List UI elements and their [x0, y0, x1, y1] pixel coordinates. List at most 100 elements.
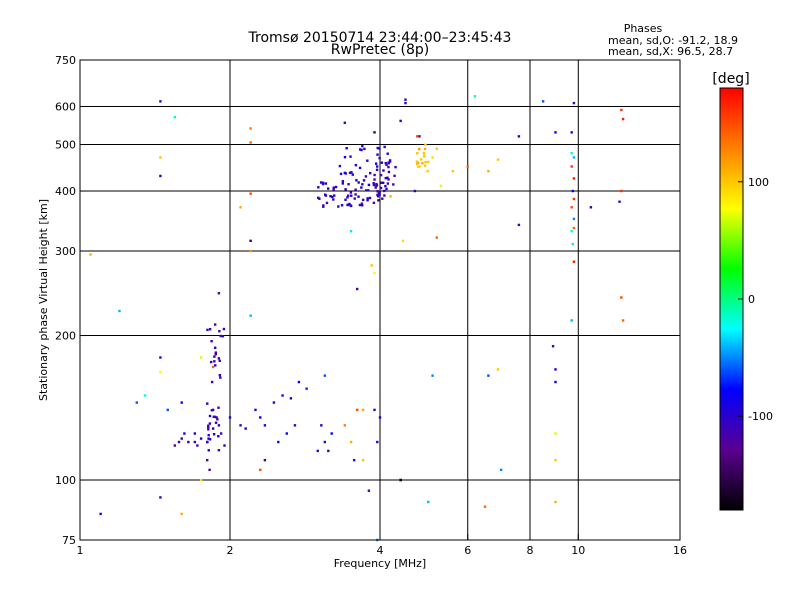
y-tick-label: 750 — [55, 54, 76, 67]
data-point — [401, 239, 405, 243]
data-point — [362, 179, 366, 182]
data-point — [385, 187, 388, 191]
data-point — [373, 178, 376, 181]
data-point — [427, 500, 430, 504]
data-point — [341, 182, 345, 185]
data-point — [415, 162, 419, 166]
data-point — [360, 148, 363, 152]
data-point — [355, 287, 359, 291]
data-point — [214, 353, 217, 356]
data-point — [377, 199, 380, 202]
stats-line-x: mean, sd,X: 96.5, 28.7 — [608, 45, 733, 58]
data-point — [211, 408, 215, 412]
data-point — [221, 334, 225, 338]
data-point — [380, 161, 384, 164]
data-point — [554, 368, 557, 371]
data-point — [353, 197, 356, 200]
data-point — [219, 334, 222, 338]
data-point — [215, 416, 218, 419]
data-point — [358, 203, 362, 207]
data-point — [424, 160, 427, 164]
data-point — [346, 203, 349, 207]
data-point — [373, 173, 376, 177]
data-point — [376, 146, 379, 150]
data-point — [323, 440, 327, 444]
data-point — [373, 271, 376, 275]
data-point — [159, 174, 162, 178]
data-point — [339, 172, 343, 176]
data-point — [416, 165, 420, 168]
data-point — [570, 206, 573, 209]
data-point — [263, 458, 267, 462]
data-point — [206, 328, 209, 332]
data-point — [222, 327, 226, 331]
data-point — [357, 181, 360, 184]
data-point — [389, 195, 392, 198]
data-point — [372, 201, 376, 205]
data-point — [387, 170, 391, 174]
data-points — [89, 95, 625, 542]
data-point — [349, 155, 352, 158]
data-point — [212, 433, 216, 436]
data-point — [305, 387, 308, 390]
data-point — [375, 183, 379, 187]
data-point — [249, 127, 252, 130]
data-point — [374, 162, 378, 165]
data-point — [388, 159, 392, 162]
data-point — [347, 194, 350, 197]
data-point — [487, 169, 490, 173]
data-point — [384, 176, 387, 180]
data-point — [344, 172, 347, 175]
data-point — [387, 162, 390, 165]
data-point — [173, 116, 177, 119]
grid-lines — [80, 60, 680, 540]
data-point — [361, 183, 364, 186]
colorbar-ticks: 100 0 -100 — [738, 176, 773, 423]
x-tick-label: 8 — [527, 544, 534, 557]
colorbar-tick-label: -100 — [748, 410, 773, 423]
y-tick-label: 200 — [55, 330, 76, 343]
data-point — [618, 200, 621, 203]
y-tick-label: 75 — [62, 534, 76, 547]
data-point — [370, 264, 373, 267]
data-point — [344, 188, 347, 191]
data-point — [320, 424, 323, 427]
data-point — [473, 95, 477, 98]
data-point — [382, 169, 385, 172]
data-point — [285, 432, 288, 435]
data-point — [386, 176, 389, 179]
data-point — [193, 440, 197, 444]
data-point — [277, 440, 280, 444]
y-axis: 75 100 200 300 400 500 600 750 — [55, 54, 86, 547]
data-point — [570, 229, 573, 233]
data-point — [329, 195, 332, 198]
data-point — [332, 186, 335, 189]
y-tick-label: 500 — [55, 139, 76, 152]
data-point — [219, 432, 223, 435]
data-point — [337, 205, 340, 208]
data-point — [378, 156, 381, 160]
data-point — [118, 309, 121, 313]
data-point — [387, 165, 390, 169]
data-point — [621, 117, 625, 121]
data-point — [424, 143, 427, 146]
data-point — [347, 183, 350, 186]
data-point — [326, 187, 330, 190]
data-point — [570, 319, 573, 322]
data-point — [367, 189, 370, 192]
data-point — [207, 437, 210, 440]
data-point — [207, 428, 210, 431]
data-point — [369, 171, 372, 175]
data-point — [355, 179, 358, 182]
colorbar — [720, 88, 743, 510]
data-point — [379, 173, 383, 177]
data-point — [205, 458, 209, 462]
data-point — [418, 165, 421, 168]
data-point — [223, 444, 226, 447]
data-point — [431, 156, 434, 159]
data-point — [541, 100, 545, 103]
data-point — [366, 159, 369, 162]
data-point — [341, 180, 345, 183]
data-point — [374, 186, 377, 189]
data-point — [413, 189, 417, 193]
